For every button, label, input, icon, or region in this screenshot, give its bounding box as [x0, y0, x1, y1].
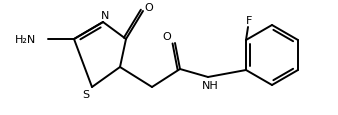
- Text: N: N: [101, 11, 109, 21]
- Text: O: O: [163, 32, 171, 42]
- Text: H₂N: H₂N: [15, 35, 36, 45]
- Text: NH: NH: [202, 80, 218, 90]
- Text: F: F: [246, 16, 252, 26]
- Text: O: O: [145, 3, 153, 13]
- Text: S: S: [82, 89, 90, 99]
